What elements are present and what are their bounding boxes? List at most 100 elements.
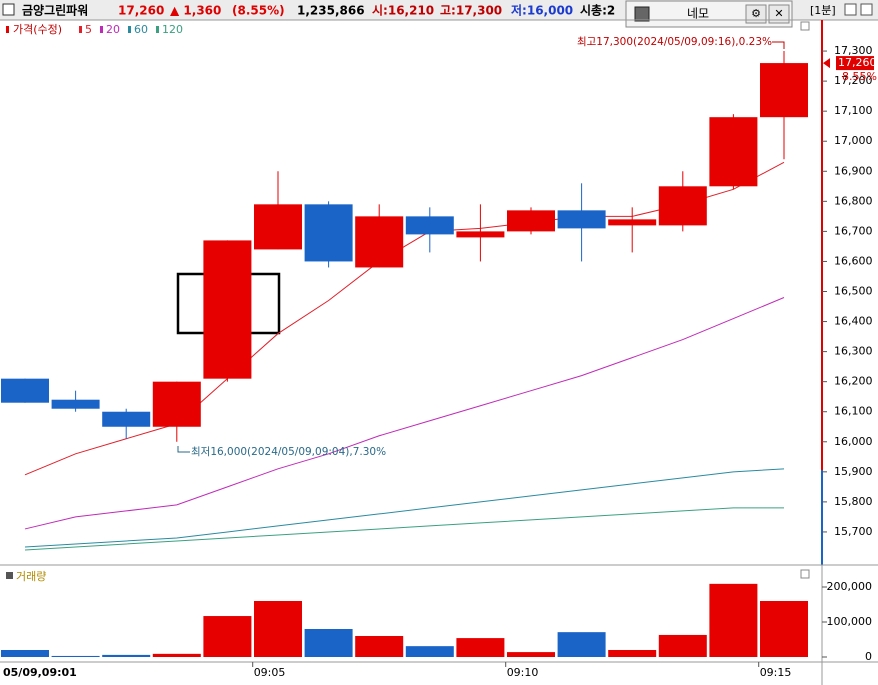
- open: 시:16,210: [372, 4, 434, 18]
- y-tick-label: 16,000: [834, 435, 873, 448]
- y-tick-label: 100,000: [827, 615, 873, 628]
- legend-swatch: [156, 26, 159, 33]
- x-tick-label: 09:05: [254, 666, 286, 679]
- candle-body: [658, 186, 707, 226]
- interval[interactable]: [1분]: [810, 4, 836, 17]
- volume-bar: [102, 654, 151, 657]
- price: 17,260: [118, 4, 164, 18]
- panel-title: 거래량: [16, 570, 46, 583]
- legend-swatch: [79, 26, 82, 33]
- volume-bar: [709, 583, 758, 657]
- x-tick-label: 09:10: [507, 666, 539, 679]
- last-price-pointer: [823, 58, 830, 69]
- legend-label: 20: [106, 23, 120, 36]
- volume-bar: [608, 650, 657, 657]
- settings-icon: ⚙: [751, 7, 761, 20]
- y-tick-label: 16,200: [834, 375, 873, 388]
- last-price-box: [836, 56, 874, 71]
- volume-bar: [304, 629, 353, 657]
- legend-swatch: [6, 26, 9, 33]
- volume: 1,235,866: [297, 4, 365, 18]
- x-tick-label: 05/09,09:01: [3, 666, 77, 679]
- window-button[interactable]: [860, 3, 873, 16]
- y-tick-label: 16,300: [834, 345, 873, 358]
- volume-bar: [507, 652, 555, 657]
- y-tick-label: 17,000: [834, 134, 873, 147]
- volume-bar: [456, 638, 505, 657]
- low: 저:16,000: [511, 3, 573, 18]
- volume-bar: [355, 636, 404, 657]
- high: 고:17,300: [440, 4, 502, 18]
- last-pct-label: 8.55%: [842, 70, 877, 83]
- change-pct: (8.55%): [232, 4, 285, 18]
- min-annotation: 최저16,000(2024/05/09,09:04),7.30%: [191, 446, 386, 458]
- stock-name: 금양그린파워: [22, 3, 88, 18]
- candle-body: [405, 216, 454, 235]
- y-tick-label: 16,100: [834, 405, 873, 418]
- y-tick-label: 15,900: [834, 465, 873, 478]
- ma-line: [24, 161, 785, 476]
- window-button[interactable]: [844, 3, 857, 16]
- legend-swatch: [6, 572, 13, 579]
- candle-body: [304, 204, 353, 262]
- panel-button[interactable]: [800, 569, 810, 579]
- candle-body: [355, 216, 404, 268]
- legend-label: 가격(수정): [13, 23, 62, 36]
- y-tick-label: 16,600: [834, 254, 873, 267]
- y-tick-label: 17,300: [834, 44, 873, 57]
- candle-body: [507, 210, 555, 232]
- ma-line: [24, 507, 784, 551]
- legend-label: 60: [134, 23, 148, 36]
- candle-body: [203, 240, 252, 379]
- volume-bar: [1, 650, 49, 657]
- volume-bar: [405, 646, 454, 657]
- max-arrow: [772, 41, 785, 49]
- settings-button[interactable]: [745, 4, 767, 24]
- close-icon: ✕: [774, 7, 783, 20]
- legend-swatch: [100, 26, 103, 33]
- y-tick-label: 17,200: [834, 74, 873, 87]
- y-tick-label: 16,700: [834, 224, 873, 237]
- candle-body: [1, 378, 49, 403]
- candle-body: [608, 219, 657, 226]
- y-tick-label: 16,800: [834, 194, 873, 207]
- volume-bar: [557, 632, 606, 657]
- close-button[interactable]: [768, 4, 790, 24]
- candle-body: [152, 381, 201, 427]
- volume-bar: [658, 634, 707, 657]
- checkbox[interactable]: [2, 3, 15, 16]
- panel-button[interactable]: [800, 21, 810, 31]
- legend-label: 120: [162, 23, 183, 36]
- y-tick-label: 200,000: [827, 580, 873, 593]
- y-tick-label: 16,500: [834, 285, 873, 298]
- y-tick-label: 15,700: [834, 525, 873, 538]
- volume-bar: [760, 601, 808, 657]
- y-tick-label: 0: [865, 650, 872, 663]
- drawing-window: 네모 ⚙ ✕: [625, 0, 793, 28]
- ma-line: [24, 297, 785, 530]
- window-title: 네모: [687, 7, 709, 21]
- candle-body: [456, 231, 505, 238]
- change: ▲ 1,360: [170, 4, 221, 18]
- candle-body: [709, 117, 758, 187]
- last-price-label: 17,260: [838, 56, 877, 69]
- legend-swatch: [128, 26, 131, 33]
- y-tick-label: 16,900: [834, 164, 873, 177]
- ma-line: [24, 468, 785, 548]
- legend-label: 5: [85, 23, 92, 36]
- candle-body: [254, 204, 302, 250]
- market-cap: 시총:2: [580, 3, 615, 18]
- volume-bar: [254, 601, 302, 657]
- volume-bar: [203, 616, 252, 657]
- candle-body: [557, 210, 606, 229]
- candle-body: [760, 63, 808, 118]
- candle-body: [102, 411, 151, 427]
- max-annotation: 최고17,300(2024/05/09,09:16),0.23%: [577, 36, 772, 48]
- y-tick-label: 15,800: [834, 495, 873, 508]
- window-icon: [634, 6, 650, 22]
- volume-bar: [51, 655, 100, 657]
- candle-body: [51, 399, 100, 409]
- y-tick-label: 16,400: [834, 315, 873, 328]
- x-tick-label: 09:15: [760, 666, 792, 679]
